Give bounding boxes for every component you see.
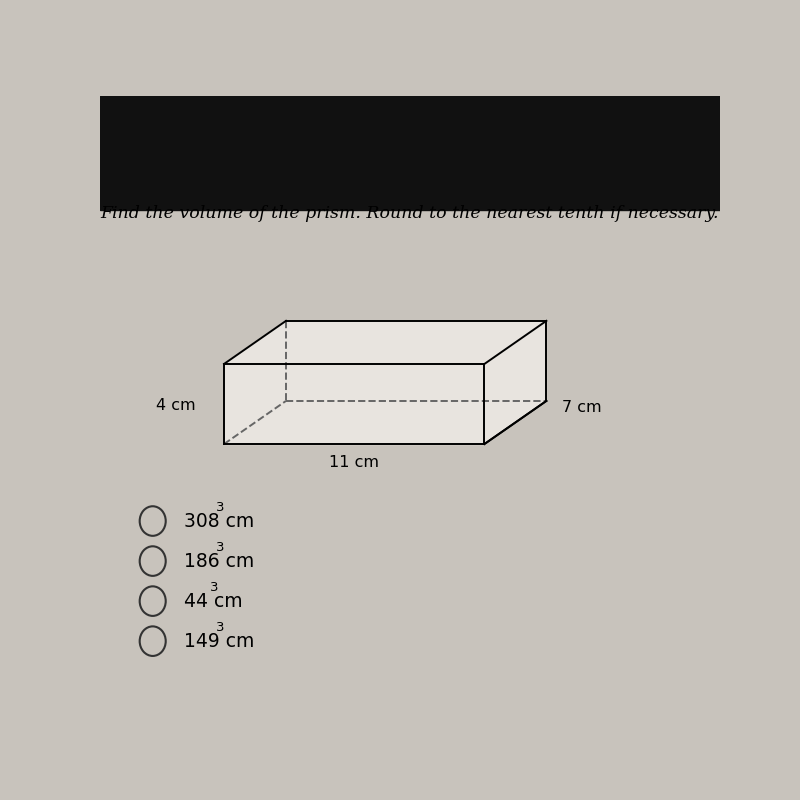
Text: 44 cm: 44 cm	[184, 592, 242, 610]
Text: 3: 3	[216, 541, 225, 554]
Polygon shape	[224, 364, 485, 444]
Text: 186 cm: 186 cm	[184, 551, 254, 570]
Text: 7 cm: 7 cm	[562, 399, 602, 414]
Text: 149 cm: 149 cm	[184, 632, 254, 650]
Text: 3: 3	[210, 581, 218, 594]
Text: 11 cm: 11 cm	[330, 455, 379, 470]
Text: 3: 3	[216, 501, 225, 514]
Polygon shape	[100, 96, 720, 210]
Text: 4 cm: 4 cm	[157, 398, 196, 413]
Polygon shape	[224, 321, 546, 364]
Text: Find the volume of the prism. Round to the nearest tenth if necessary.: Find the volume of the prism. Round to t…	[101, 205, 719, 222]
Text: 308 cm: 308 cm	[184, 511, 254, 530]
Polygon shape	[485, 321, 546, 444]
Text: 3: 3	[216, 621, 225, 634]
